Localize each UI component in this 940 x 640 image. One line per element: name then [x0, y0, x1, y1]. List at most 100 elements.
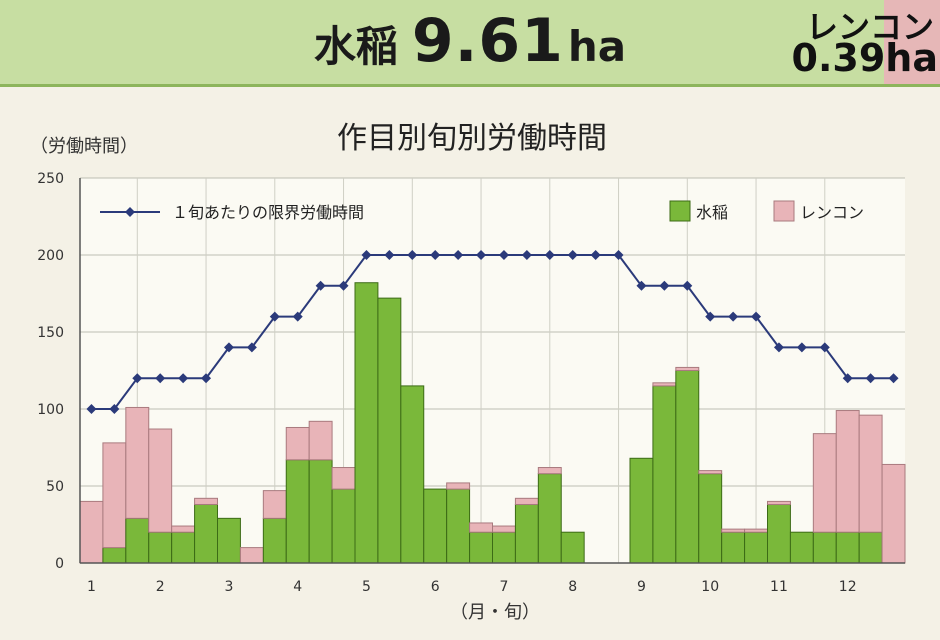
bar-rice [537, 473, 562, 564]
bar-lotus [446, 482, 471, 490]
limit-point [613, 250, 624, 260]
limit-point [544, 250, 555, 260]
x-tick-label: 5 [362, 579, 371, 595]
x-tick-label: 4 [293, 579, 302, 595]
legend-lotus-swatch [773, 200, 795, 222]
y-axis-label: （労働時間） [30, 136, 138, 157]
limit-point [246, 342, 257, 353]
limit-point [338, 280, 349, 291]
limit-point [498, 250, 509, 260]
limit-point [751, 311, 762, 322]
bar-lotus [675, 366, 700, 372]
y-tick-label: 50 [46, 479, 64, 495]
bar-rice [835, 531, 860, 564]
bars [79, 282, 906, 564]
limit-point [842, 373, 853, 384]
bar-rice [858, 531, 883, 564]
limit-point [269, 311, 280, 322]
bar-lotus [331, 467, 356, 490]
crop-name: 水稲 [313, 22, 398, 71]
limit-point [361, 250, 372, 260]
limit-point [132, 373, 143, 384]
bar-rice [767, 503, 791, 564]
x-tick-label: 2 [156, 579, 165, 595]
bar-rice [354, 282, 379, 564]
limit-point [430, 250, 441, 260]
limit-point [407, 250, 418, 260]
limit-point [659, 280, 670, 291]
bar-lotus [698, 470, 723, 475]
y-tick-label: 0 [55, 556, 64, 572]
bar-rice [514, 503, 539, 564]
bar-lotus [721, 528, 746, 533]
lotus-label: レンコン [805, 8, 934, 46]
y-tick-label: 100 [37, 402, 64, 418]
bar-rice [446, 488, 471, 564]
limit-point [521, 250, 532, 260]
limit-point [773, 342, 784, 353]
bar-rice [125, 517, 150, 564]
bar-lotus [767, 500, 791, 505]
bar-rice [652, 385, 677, 564]
limit-point [155, 373, 166, 384]
limit-point [705, 311, 716, 322]
y-tick-label: 250 [37, 171, 64, 187]
bar-rice [400, 385, 425, 564]
bar-rice [377, 297, 402, 564]
bar-lotus [148, 428, 173, 533]
x-tick-label: 8 [568, 579, 577, 595]
legend-line-label: １旬あたりの限界労働時間 [172, 203, 364, 222]
legend-rice-swatch [669, 200, 691, 222]
x-axis-label: （月・旬） [450, 602, 540, 623]
bar-rice [560, 531, 585, 564]
bar-rice [789, 531, 814, 564]
x-tick-label: 9 [637, 579, 646, 595]
bar-rice [629, 457, 654, 564]
bar-rice [308, 459, 333, 564]
x-tick-label: 7 [499, 579, 508, 595]
bar-rice [812, 531, 837, 564]
legend-line-marker [125, 207, 135, 217]
bar-rice [262, 517, 287, 564]
limit-point [476, 250, 487, 260]
bar-lotus [285, 426, 310, 461]
limit-polyline [91, 254, 894, 410]
limit-point [109, 404, 120, 414]
area-value: 9.61 [411, 6, 564, 76]
limit-point [796, 342, 807, 353]
chart-title: 作目別旬別労働時間 [337, 121, 607, 156]
limit-point [315, 280, 326, 291]
bar-lotus [537, 467, 562, 475]
bar-rice [148, 531, 173, 564]
bar-lotus [194, 497, 218, 505]
legend-rice-label: 水稲 [696, 203, 728, 222]
header-bar: 水稲 9.61ha レンコン 0.39ha [0, 0, 940, 87]
bar-lotus [171, 525, 196, 533]
bar-lotus [514, 497, 539, 505]
bar-rice [423, 488, 448, 564]
bar-lotus [652, 382, 677, 387]
legend: １旬あたりの限界労働時間 水稲 レンコン [100, 200, 864, 222]
legend-lotus-label: レンコン [800, 203, 864, 222]
bar-lotus [79, 500, 104, 564]
lotus-area: 0.39ha [791, 36, 938, 80]
limit-point [384, 250, 395, 260]
limit-point [223, 342, 234, 353]
x-tick-label: 11 [770, 579, 788, 595]
limit-point [682, 280, 693, 291]
bar-rice [194, 503, 218, 564]
bar-rice [675, 370, 700, 564]
bar-lotus [102, 442, 127, 549]
limit-point [590, 250, 601, 260]
bar-rice [102, 547, 127, 564]
limit-point [728, 311, 739, 322]
bar-lotus [492, 525, 516, 533]
x-tick-label: 10 [701, 579, 719, 595]
x-tick-label: 12 [839, 579, 857, 595]
limit-point [888, 373, 899, 384]
bar-lotus [835, 410, 860, 533]
bar-lotus [881, 463, 906, 564]
limit-point [86, 404, 97, 414]
bar-lotus [744, 528, 768, 533]
